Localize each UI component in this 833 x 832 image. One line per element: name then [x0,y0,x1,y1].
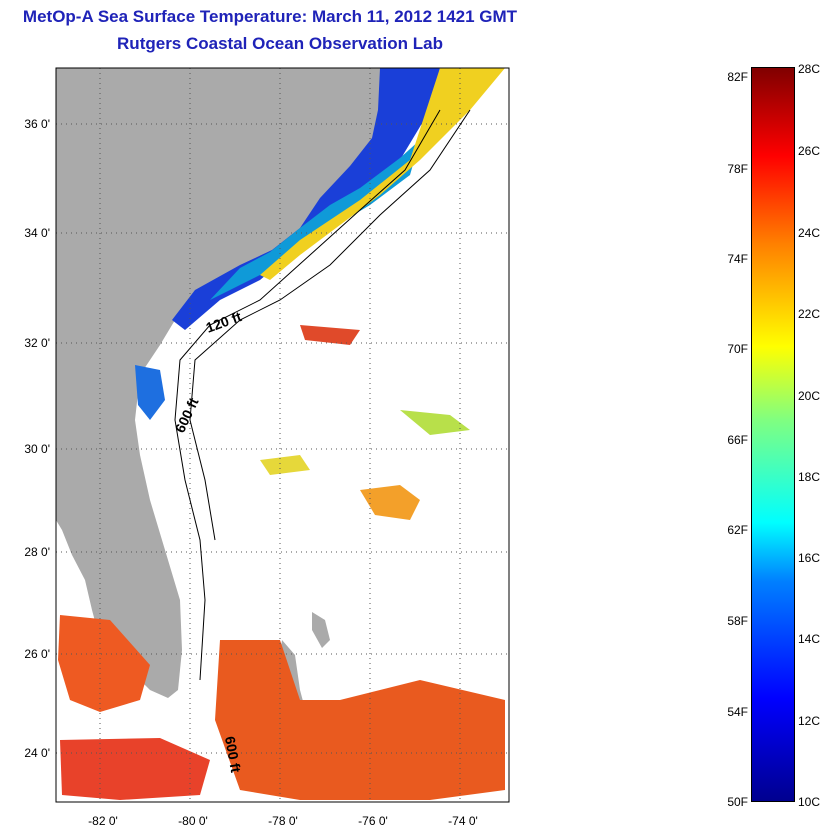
lon-label: -76 0' [358,814,388,828]
depth-contours [174,109,471,681]
sst-warm-edge [260,68,505,280]
sst-offshore-orange [360,485,420,520]
colorbar-c-label: 22C [798,307,821,321]
map-title: MetOp-A Sea Surface Temperature: March 1… [22,7,518,26]
sst-cold-band [172,68,440,330]
lon-label: -74 0' [448,814,478,828]
graticule [56,68,509,802]
colorbar-f-label: 70F [727,342,748,356]
map-frame [55,67,510,803]
colorbar-c-label: 10C [798,795,821,809]
sst-ga-blue [135,365,165,420]
sst-keys-warm [60,738,210,800]
sst-offshore-red [300,325,360,345]
colorbar-c-label: 28C [798,62,821,76]
sst-offshore-green [400,410,470,435]
lat-label: 30 0' [24,442,50,456]
temperature-colorbar [751,67,795,802]
lat-label: 24 0' [24,746,50,760]
colorbar-f-label: 54F [727,705,748,719]
colorbar-f-label: 74F [727,252,748,266]
land-bahamas-2 [312,612,330,648]
colorbar-f-label: 62F [727,523,748,537]
lat-label: 28 0' [24,545,50,559]
colorbar-c-label: 12C [798,714,821,728]
colorbar-c-label: 20C [798,389,821,403]
colorbar-c-label: 16C [798,551,821,565]
lat-label: 26 0' [24,647,50,661]
colorbar-c-label: 26C [798,144,821,158]
colorbar-f-label: 66F [727,433,748,447]
lon-label: -78 0' [268,814,298,828]
colorbar-f-label: 58F [727,614,748,628]
colorbar-f-label: 50F [727,795,748,809]
colorbar-f-label: 82F [727,70,748,84]
lat-label: 32 0' [24,336,50,350]
sst-offshore-yellow [260,455,310,475]
colorbar-c-label: 14C [798,632,821,646]
colorbar-f-label: 78F [727,162,748,176]
sst-bahamas-warm [215,640,505,800]
map-subtitle: Rutgers Coastal Ocean Observation Lab [117,34,443,53]
lon-label: -82 0' [88,814,118,828]
lat-label: 36 0' [24,117,50,131]
lon-label: -80 0' [178,814,208,828]
sst-cool-band [210,140,420,300]
colorbar-c-label: 24C [798,226,821,240]
lat-label: 34 0' [24,226,50,240]
sst-gulf-warm [58,615,150,712]
colorbar-c-label: 18C [798,470,821,484]
